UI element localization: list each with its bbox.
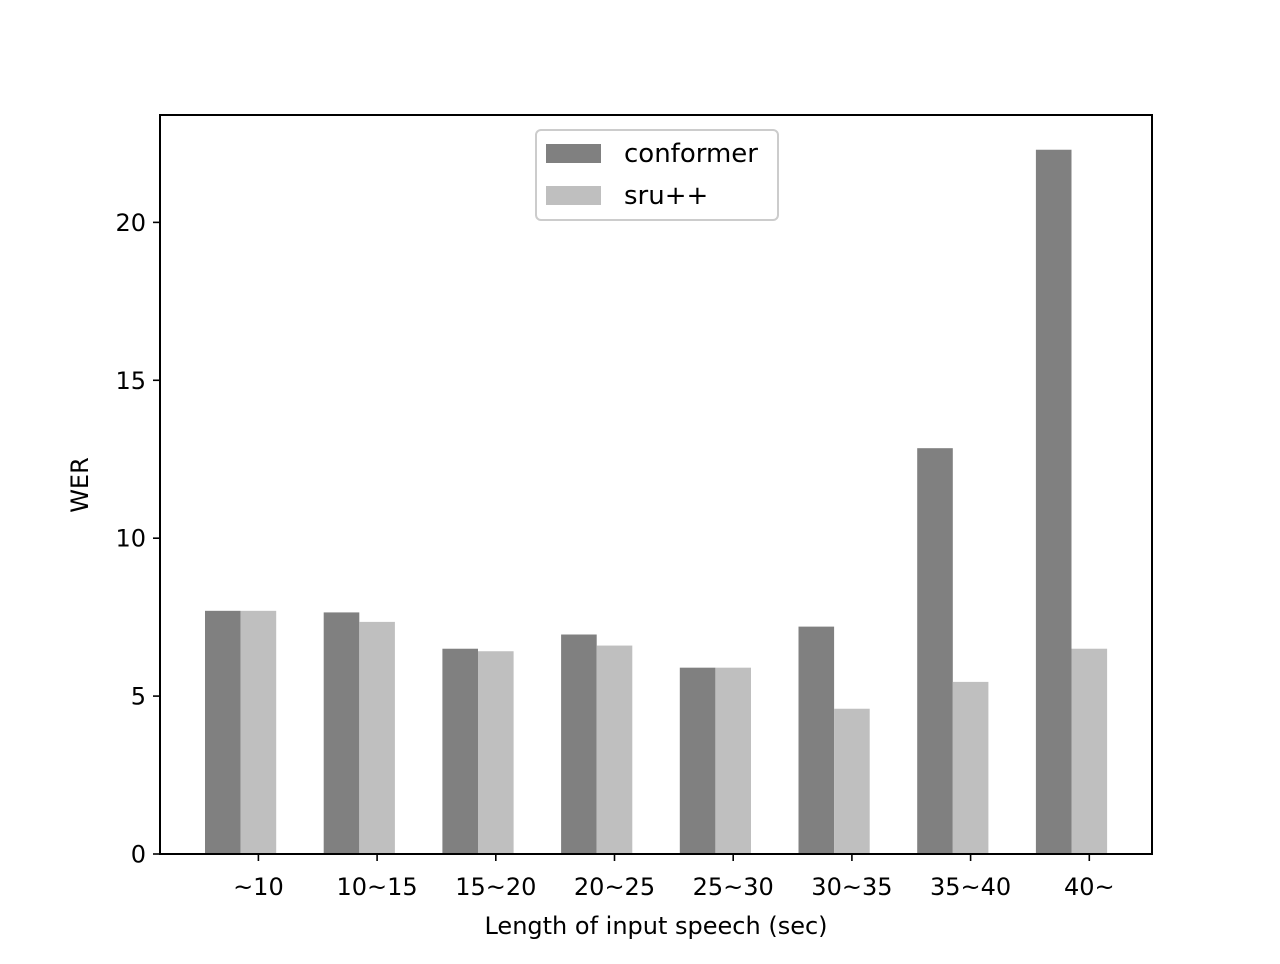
plot-frame (159, 114, 1153, 855)
bar-sru-0 (240, 610, 277, 854)
bar-sru-3 (596, 645, 633, 854)
bars-layer (205, 149, 1108, 854)
bar-sru-5 (834, 708, 870, 854)
y-axis-label: WER (66, 457, 94, 513)
y-tick-label: 10 (115, 525, 146, 553)
x-tick-label: 25~30 (693, 873, 774, 901)
bar-conformer-7 (1035, 149, 1072, 854)
x-tick-label: 10~15 (337, 873, 418, 901)
x-tick-label: 40~ (1064, 873, 1115, 901)
x-axis-label: Length of input speech (sec) (484, 912, 827, 940)
y-tick-label: 5 (131, 683, 146, 711)
legend-label: conformer (624, 139, 758, 169)
y-tick-label: 20 (115, 209, 146, 237)
x-tick-label: 15~20 (455, 873, 536, 901)
legend: conformer sru++ (535, 129, 779, 221)
bar-conformer-0 (205, 610, 241, 854)
bar-conformer-2 (442, 648, 478, 854)
bar-sru-7 (1071, 648, 1108, 854)
bar-conformer-5 (798, 626, 835, 854)
bar-conformer-3 (561, 634, 597, 854)
x-tick-label: 35~40 (930, 873, 1011, 901)
bar-sru-1 (359, 621, 395, 854)
x-tick-label: ~10 (233, 873, 284, 901)
legend-swatch (546, 144, 601, 163)
bar-sru-6 (952, 681, 989, 854)
legend-swatch (546, 186, 601, 205)
axes-layer: 0 5 10 15 20 ~10 10~15 15~20 20~25 25~30 30~35 35~4… (115, 114, 1153, 901)
y-tick-label: 15 (115, 367, 146, 395)
bar-conformer-4 (679, 667, 716, 854)
y-tick-label: 0 (131, 841, 146, 869)
bar-sru-2 (478, 651, 514, 854)
x-tick-label: 20~25 (574, 873, 655, 901)
legend-label: sru++ (624, 181, 708, 211)
bar-sru-4 (715, 667, 751, 854)
bar-conformer-6 (917, 448, 953, 854)
bar-conformer-1 (323, 612, 360, 854)
x-tick-label: 30~35 (811, 873, 892, 901)
